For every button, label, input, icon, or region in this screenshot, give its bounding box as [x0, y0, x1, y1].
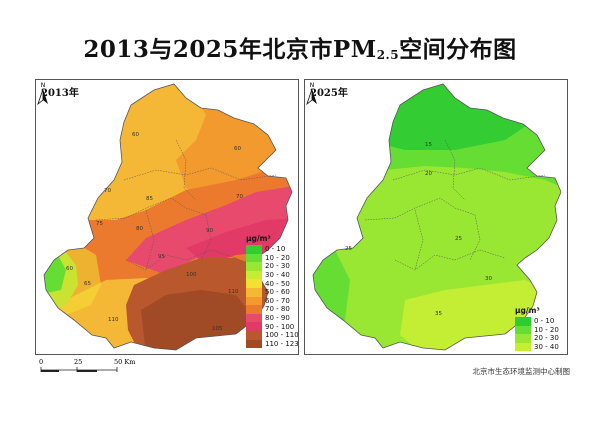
legend-swatch: [246, 305, 262, 314]
svg-text:70: 70: [236, 194, 243, 200]
legend-item: 10 - 20: [515, 325, 559, 335]
legend-label: 90 - 100: [265, 322, 295, 331]
svg-text:25: 25: [345, 246, 352, 252]
legend-label: 50 - 60: [265, 288, 290, 297]
legend-item: 20 - 30: [246, 262, 298, 271]
svg-text:100: 100: [186, 272, 197, 278]
svg-text:90: 90: [206, 228, 213, 234]
map-panel-2013: 2013年 N: [35, 79, 299, 355]
legend-label: 60 - 70: [265, 296, 290, 305]
legend-item: 10 - 20: [246, 253, 298, 263]
legend-swatch: [246, 279, 262, 288]
svg-text:75: 75: [96, 221, 103, 227]
svg-text:15: 15: [425, 142, 432, 148]
legend-label: 20 - 30: [534, 334, 559, 343]
legend-label: 40 - 50: [265, 279, 290, 288]
svg-text:110: 110: [228, 289, 239, 295]
svg-text:0: 0: [39, 358, 43, 366]
legend-swatch: [246, 330, 262, 340]
map-2025: 15 20 25 25 30 35: [312, 83, 562, 351]
legend-item: 0 - 10: [515, 317, 559, 326]
legend-item: 0 - 10: [246, 245, 298, 254]
legend-swatch: [246, 245, 262, 254]
north-arrow-icon: N: [37, 82, 48, 106]
svg-text:95: 95: [158, 254, 165, 260]
svg-text:20: 20: [425, 171, 432, 177]
north-arrow-icon: N: [306, 82, 317, 106]
svg-text:60: 60: [132, 132, 139, 138]
legend-item: 60 - 70: [246, 296, 298, 306]
svg-text:80: 80: [136, 226, 143, 232]
panel-label-2025: 2025年: [310, 88, 348, 99]
legend-item: 110 - 123: [246, 339, 299, 349]
legend-swatch: [246, 287, 262, 297]
legend-swatch: [515, 317, 531, 326]
legend-label: 30 - 40: [265, 271, 290, 280]
legend-label: 0 - 10: [265, 245, 286, 254]
map-credit: 北京市生态环境监测中心制图: [472, 367, 571, 376]
legend-swatch: [246, 270, 262, 280]
svg-text:N: N: [41, 82, 46, 89]
svg-text:50 Km: 50 Km: [114, 358, 135, 366]
svg-text:25: 25: [455, 236, 462, 242]
svg-text:65: 65: [84, 281, 91, 287]
svg-text:110: 110: [108, 317, 119, 323]
map-panel-2025: 2025年 N 15 20 25: [304, 79, 568, 355]
svg-text:105: 105: [212, 326, 223, 332]
svg-text:60: 60: [66, 266, 73, 272]
legend-item: 50 - 60: [246, 287, 298, 297]
legend-swatch: [246, 262, 262, 271]
legend-swatch: [246, 296, 262, 306]
legend-unit: μg/m³: [246, 234, 271, 243]
legend-label: 30 - 40: [534, 343, 559, 352]
svg-text:85: 85: [146, 196, 153, 202]
legend-unit: μg/m³: [515, 306, 540, 315]
svg-text:30: 30: [485, 276, 492, 282]
legend-label: 100 - 110: [265, 331, 299, 340]
svg-text:35: 35: [435, 311, 442, 317]
legend-item: 30 - 40: [246, 270, 298, 280]
page-title: 2013与2025年北京市PM2.5空间分布图: [83, 36, 517, 63]
legend-swatch: [246, 322, 262, 331]
legend-item: 30 - 40: [515, 342, 559, 352]
legend-item: 40 - 50: [246, 279, 298, 288]
legend-swatch: [246, 339, 262, 349]
legend-2013: μg/m³ 0 - 10 10 - 20 20 - 30 30 - 40 40 - 50…: [246, 234, 299, 349]
legend-swatch: [515, 334, 531, 343]
legend-label: 80 - 90: [265, 314, 290, 323]
panel-label-2013: 2013年: [41, 88, 79, 99]
legend-swatch: [515, 342, 531, 352]
svg-text:25: 25: [74, 358, 82, 366]
legend-swatch: [246, 313, 262, 323]
legend-item: 100 - 110: [246, 330, 299, 340]
legend-item: 90 - 100: [246, 322, 298, 331]
svg-text:70: 70: [104, 188, 111, 194]
legend-label: 70 - 80: [265, 305, 290, 314]
legend-label: 110 - 123: [265, 339, 299, 348]
legend-swatch: [246, 253, 262, 263]
legend-swatch: [515, 325, 531, 335]
legend-label: 0 - 10: [534, 317, 555, 326]
legend-label: 10 - 20: [265, 253, 290, 262]
svg-text:60: 60: [234, 146, 241, 152]
legend-label: 10 - 20: [534, 325, 559, 334]
legend-2025: μg/m³ 0 - 10 10 - 20 20 - 30 30 - 40: [515, 306, 559, 352]
scale-bar: 0 25 50 Km: [39, 358, 139, 376]
legend-label: 20 - 30: [265, 262, 290, 271]
legend-item: 70 - 80: [246, 305, 298, 314]
legend-item: 20 - 30: [515, 334, 559, 343]
legend-item: 80 - 90: [246, 313, 298, 323]
svg-text:N: N: [310, 82, 315, 89]
